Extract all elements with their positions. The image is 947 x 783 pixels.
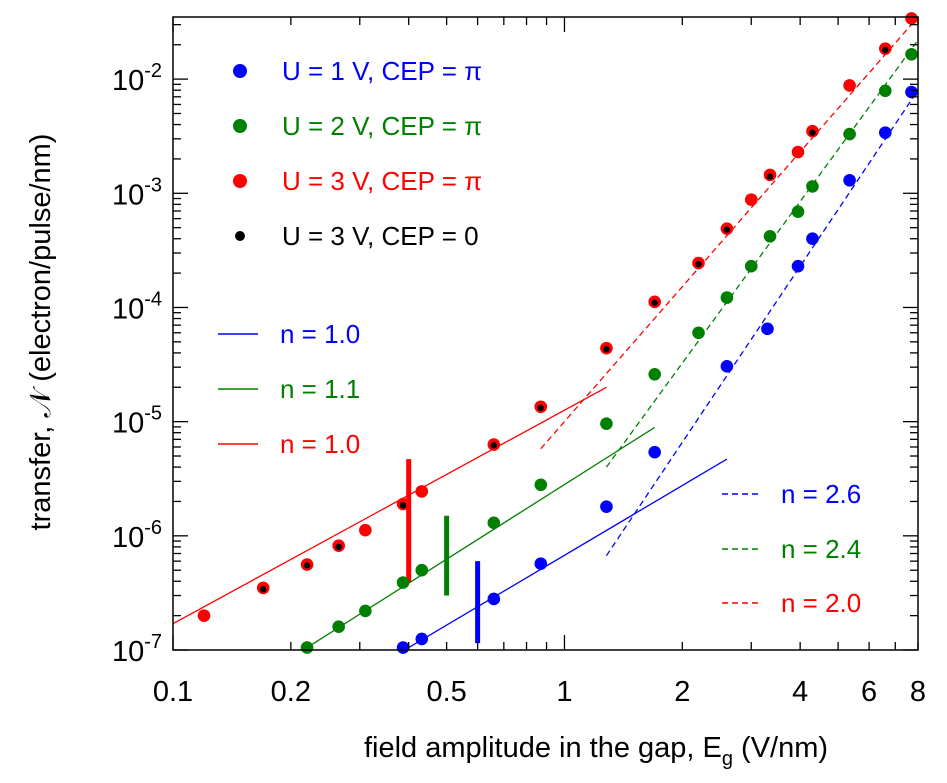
point-u-2-v-cep-pi-1 [332, 620, 345, 633]
point-u-3-v-cep-0-4 [490, 442, 498, 449]
point-u-2-v-cep-pi-2 [359, 604, 372, 618]
fit-line-3-n-2-6-dashed [605, 89, 919, 557]
point-u-3-v-cep-0-0 [260, 586, 267, 593]
y-tick-label: 10-7 [112, 631, 162, 668]
y-tick-label: 10-5 [112, 403, 162, 440]
point-u-1-v-cep-pi-5 [648, 445, 661, 459]
legend-label-u-1-v-cep-pi: U = 1 V, CEP = π [282, 56, 482, 86]
x-tick-label: 1 [556, 676, 572, 708]
point-u-1-v-cep-pi-1 [415, 632, 429, 646]
point-u-3-v-cep-pi-17 [843, 79, 856, 92]
y-tick-label: 10-2 [112, 60, 162, 97]
fit-legend: n = 1.0 n = 1.1 n = 1.0 n = 2.6 n = 2.4 n = 2… [218, 319, 861, 618]
x-axis-label: field amplitude in the gap, Eg (V/nm) [364, 732, 828, 770]
point-u-2-v-cep-pi-12 [763, 230, 777, 243]
point-u-2-v-cep-pi-7 [600, 417, 613, 430]
point-u-3-v-cep-0-2 [335, 543, 342, 551]
point-u-1-v-cep-pi-0 [396, 641, 410, 654]
point-u-2-v-cep-pi-15 [843, 127, 856, 141]
point-u-2-v-cep-pi-6 [534, 478, 548, 492]
point-u-3-v-cep-0-11 [809, 129, 816, 136]
point-u-1-v-cep-pi-4 [600, 500, 613, 513]
point-u-1-v-cep-pi-7 [761, 322, 774, 336]
point-u-3-v-cep-0-10 [766, 173, 774, 180]
y-tick-label: 10-6 [112, 517, 162, 554]
point-u-3-v-cep-pi-19 [905, 12, 918, 25]
point-u-3-v-cep-0-7 [651, 299, 658, 306]
fit-line-2-n-1-0-solid [172, 386, 607, 625]
fit-line-0-n-1-0-solid [408, 458, 728, 649]
fit-legend-label-3: n = 2.6 [781, 479, 861, 509]
point-u-1-v-cep-pi-2 [487, 592, 501, 606]
legend-label-u-3-v-cep-pi: U = 3 V, CEP = π [282, 166, 482, 196]
fit-legend-label-2: n = 1.0 [280, 429, 360, 459]
axes: 0.1 0.2 0.5 1 2 4 6 8 10-7 10-6 10-5 10-4 10-3 10-2 [112, 17, 926, 708]
point-u-2-v-cep-pi-16 [878, 84, 892, 98]
point-u-2-v-cep-pi-8 [648, 367, 661, 381]
point-u-1-v-cep-pi-3 [534, 557, 548, 570]
legend-label-u-2-v-cep-pi: U = 2 V, CEP = π [282, 111, 482, 141]
point-u-2-v-cep-pi-0 [300, 641, 314, 654]
threshold-markers [406, 459, 481, 644]
y-tick-label: 10-3 [112, 174, 162, 211]
point-u-3-v-cep-pi-4 [359, 523, 372, 537]
legend-marker-u-1-v-cep-pi [233, 64, 247, 78]
point-u-2-v-cep-pi-4 [415, 563, 429, 577]
legend-marker-u-2-v-cep-pi [233, 119, 247, 133]
point-u-2-v-cep-pi-10 [720, 291, 734, 304]
point-u-1-v-cep-pi-11 [878, 126, 892, 139]
x-tick-label: 0.5 [426, 676, 466, 708]
point-u-1-v-cep-pi-12 [905, 85, 918, 99]
point-u-3-v-cep-0-3 [399, 502, 407, 509]
legend: U = 1 V, CEP = π U = 2 V, CEP = π U = 3 V,… [233, 56, 482, 251]
x-tick-label: 6 [861, 676, 877, 708]
point-u-3-v-cep-pi-6 [415, 485, 429, 498]
point-u-2-v-cep-pi-14 [806, 180, 819, 193]
point-u-1-v-cep-pi-10 [843, 173, 856, 187]
fit-line-4-n-2-4-dashed [605, 39, 919, 468]
point-u-1-v-cep-pi-6 [720, 360, 734, 373]
point-u-1-v-cep-pi-8 [791, 259, 805, 273]
x-tick-label: 2 [674, 676, 690, 708]
x-tick-label: 4 [792, 676, 808, 708]
fit-line-5-n-2-0-dashed [540, 16, 919, 450]
point-u-2-v-cep-pi-3 [396, 576, 410, 589]
point-u-3-v-cep-0-5 [537, 404, 544, 412]
point-u-3-v-cep-0-6 [603, 346, 610, 353]
point-u-2-v-cep-pi-17 [905, 47, 918, 61]
point-u-3-v-cep-0-8 [695, 260, 702, 268]
y-axis-label: transfer, 𝒩 (electron/pulse/nm) [25, 134, 57, 531]
fit-legend-label-0: n = 1.0 [280, 319, 360, 349]
x-tick-label: 8 [910, 676, 926, 708]
point-u-3-v-cep-0-9 [723, 226, 731, 233]
fit-legend-label-1: n = 1.1 [280, 374, 360, 404]
x-tick-label: 0.1 [153, 676, 193, 708]
y-tick-label: 10-4 [112, 288, 162, 325]
point-u-2-v-cep-pi-9 [692, 326, 705, 340]
point-u-2-v-cep-pi-11 [744, 259, 758, 273]
point-u-2-v-cep-pi-5 [487, 516, 501, 530]
legend-label-u-3-v-cep-0: U = 3 V, CEP = 0 [282, 221, 479, 251]
fit-legend-label-5: n = 2.0 [781, 588, 861, 618]
point-u-1-v-cep-pi-9 [806, 232, 819, 246]
point-u-3-v-cep-pi-15 [791, 145, 805, 159]
point-u-2-v-cep-pi-13 [791, 205, 805, 218]
point-u-3-v-cep-0-1 [303, 562, 311, 569]
plot-frame [172, 16, 919, 651]
fit-legend-label-4: n = 2.4 [781, 534, 861, 564]
x-tick-label: 0.2 [271, 676, 311, 708]
point-u-3-v-cep-0-12 [882, 46, 889, 54]
point-u-3-v-cep-pi-13 [744, 193, 758, 206]
data-points [197, 12, 918, 654]
legend-marker-u-3-v-cep-0 [235, 231, 245, 241]
point-u-3-v-cep-pi-0 [197, 609, 211, 622]
legend-marker-u-3-v-cep-pi [233, 174, 247, 188]
